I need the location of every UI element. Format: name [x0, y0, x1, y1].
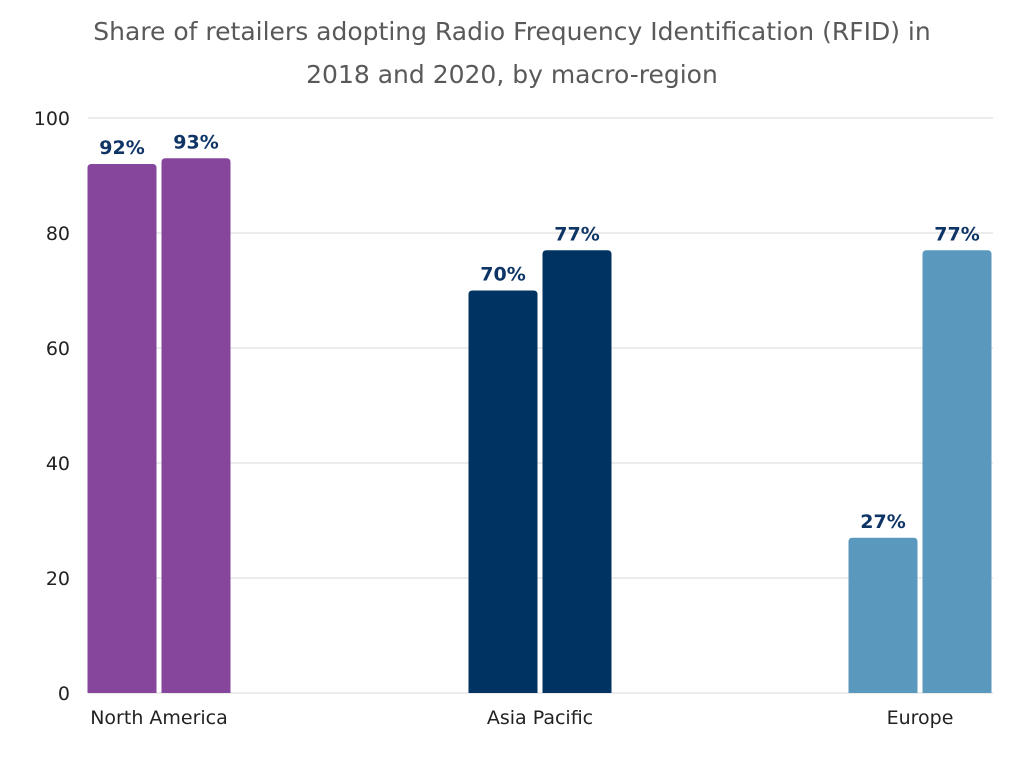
data-label: 77%: [934, 223, 979, 245]
y-tick-label: 40: [46, 453, 70, 475]
bar: [542, 250, 612, 693]
y-tick-label: 100: [34, 108, 70, 130]
bar: [848, 537, 918, 693]
x-tick-label: Asia Pacific: [487, 707, 593, 729]
data-label: 27%: [860, 511, 905, 533]
chart-title: Share of retailers adopting Radio Freque…: [0, 10, 1024, 96]
y-tick-label: 20: [46, 568, 70, 590]
y-tick-label: 0: [58, 683, 70, 705]
bar: [161, 158, 231, 693]
chart-title-line-2: 2018 and 2020, by macro-region: [306, 60, 718, 89]
x-tick-label: Europe: [887, 707, 954, 729]
bar: [922, 250, 992, 693]
y-tick-label: 80: [46, 223, 70, 245]
data-label: 93%: [173, 131, 218, 153]
bar: [87, 164, 157, 693]
bar: [468, 290, 538, 693]
data-label: 70%: [480, 264, 525, 286]
data-label: 92%: [99, 137, 144, 159]
x-tick-label: North America: [90, 707, 228, 729]
chart-title-line-1: Share of retailers adopting Radio Freque…: [93, 17, 931, 46]
data-label: 77%: [554, 223, 599, 245]
y-tick-label: 60: [46, 338, 70, 360]
